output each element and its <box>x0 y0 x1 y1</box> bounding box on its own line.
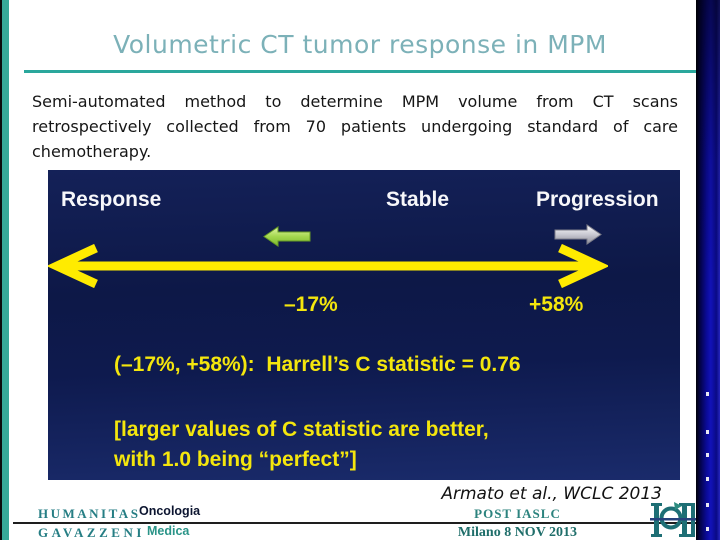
credit-line: Armato et al., WCLC 2013 <box>441 484 662 504</box>
figure-label-progression: Progression <box>536 188 659 211</box>
event-line2: Milano 8 NOV 2013 <box>457 525 578 540</box>
strip-text-speck <box>706 453 709 457</box>
body-line: retrospectively collected from 70 patien… <box>32 117 678 136</box>
body-line: chemotherapy. <box>32 142 152 161</box>
event-line1: POST IASLC <box>474 506 561 521</box>
green-left-arrow-icon <box>263 226 311 252</box>
figure-label-stable: Stable <box>386 188 450 211</box>
strip-text-speck <box>706 430 709 434</box>
strip-text-speck <box>706 503 709 507</box>
right-slide-strip <box>696 0 720 540</box>
humanitas-wordmark-line2: GAVAZZENI <box>38 525 145 540</box>
event-block: POST IASLC Milano 8 NOV 2013 <box>425 506 610 540</box>
humanitas-logo-icon <box>650 501 696 540</box>
strip-text-speck <box>706 392 709 396</box>
note-line-2: with 1.0 being “perfect”] <box>114 448 357 471</box>
slide-title: Volumetric CT tumor response in MPM <box>113 30 607 59</box>
footer-rule <box>13 522 700 524</box>
figure-label-response: Response <box>61 188 162 211</box>
cutoff-low-label: –17% <box>284 293 338 316</box>
stat-line: (–17%, +58%): Harrell’s C statistic = 0.… <box>114 353 521 376</box>
humanitas-wordmark-line1: HUMANITAS <box>38 506 141 521</box>
strip-text-speck <box>706 527 709 531</box>
left-accent-bar <box>0 0 9 540</box>
title-underline <box>24 70 696 73</box>
gray-right-arrow-icon <box>554 224 602 250</box>
department-line2: Medica <box>147 524 190 538</box>
figure-panel: Response Stable Progression <box>46 170 680 480</box>
cutoff-high-label: +58% <box>529 293 584 316</box>
figure-note: [larger values of C statistic are better… <box>114 415 489 475</box>
department-line1: Oncologia <box>139 504 201 518</box>
note-line-1: [larger values of C statistic are better… <box>114 418 489 441</box>
body-line: Semi-automated method to determine MPM v… <box>32 92 678 111</box>
strip-text-speck <box>706 477 709 481</box>
yellow-double-arrow-icon <box>46 243 610 293</box>
body-paragraph: Semi-automated method to determine MPM v… <box>32 89 678 164</box>
